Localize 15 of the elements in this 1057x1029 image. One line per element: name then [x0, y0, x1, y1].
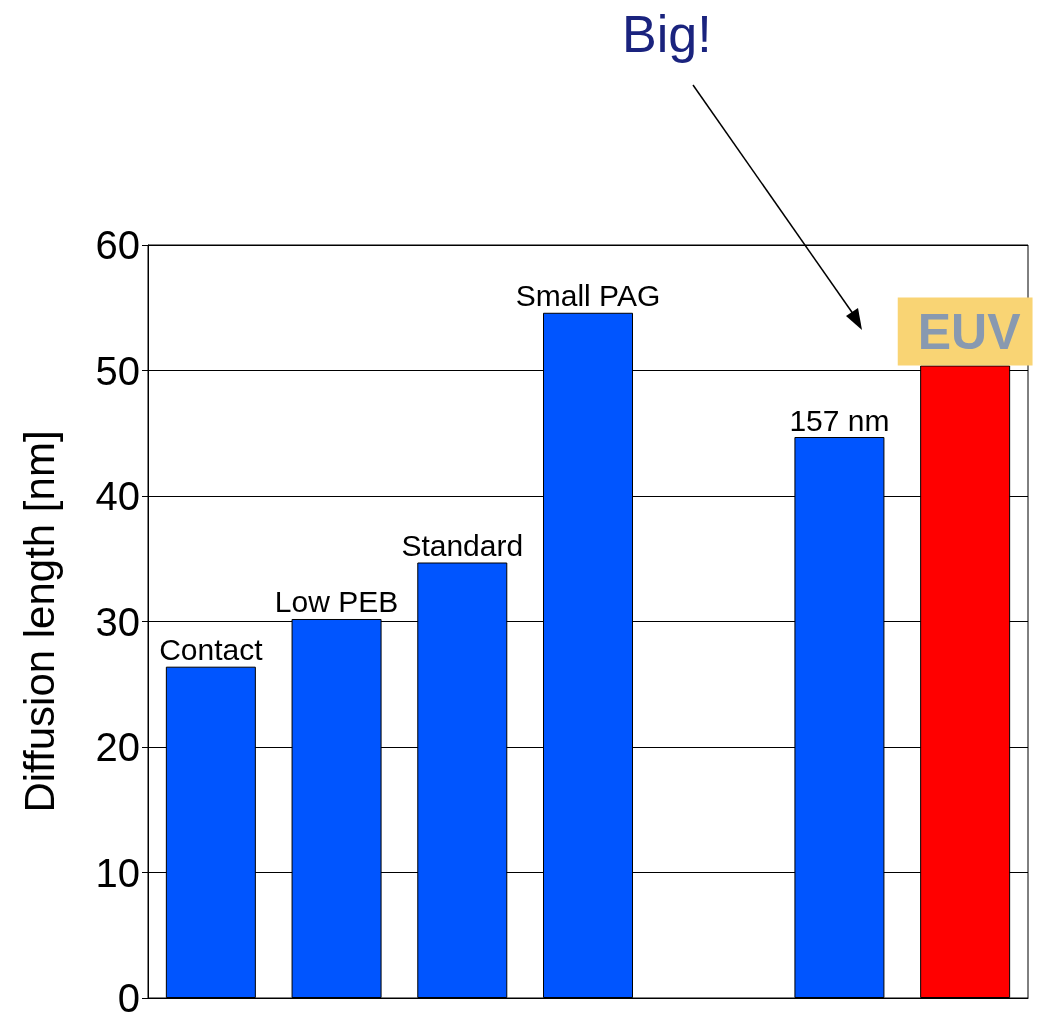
y-axis-title: Diffusion length [nm] — [15, 430, 63, 813]
x-tick-label: Contact — [159, 633, 264, 667]
y-tick-label: 10 — [95, 850, 140, 895]
y-tick-label: 30 — [95, 599, 140, 644]
x-tick-label: Standard — [401, 529, 524, 563]
x-tick-label: EUV — [917, 304, 1022, 361]
y-tick-label: 40 — [95, 474, 140, 518]
x-tick-label: Low PEB — [274, 585, 399, 619]
y-tick-label: 20 — [95, 725, 140, 769]
y-tick-label: 60 — [95, 223, 140, 267]
y-tick-label: 0 — [117, 976, 140, 1020]
x-tick-label: Small PAG — [515, 279, 661, 313]
text: Big! — [622, 5, 712, 63]
x-tick-label: 157 nm — [789, 403, 890, 437]
y-tick-label: 50 — [95, 348, 140, 393]
